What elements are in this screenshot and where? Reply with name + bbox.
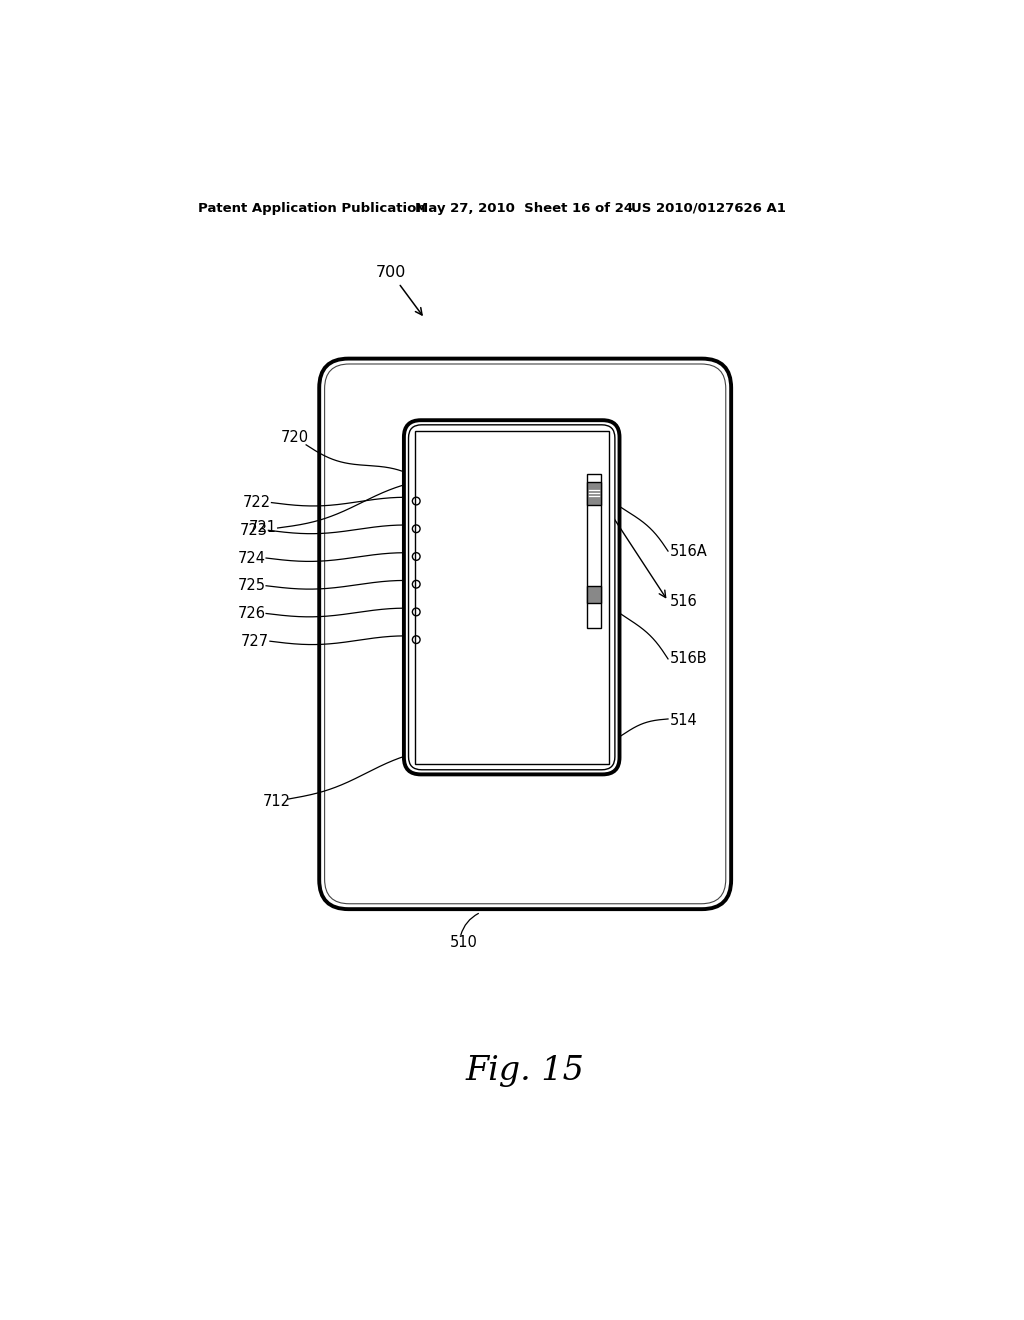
Text: Fig. 15: Fig. 15 <box>465 1055 585 1086</box>
Text: US 2010/0127626 A1: US 2010/0127626 A1 <box>631 202 786 215</box>
Bar <box>587 474 601 628</box>
Text: 514: 514 <box>670 713 697 729</box>
Text: 724: 724 <box>238 550 265 565</box>
Text: 720: 720 <box>281 429 309 445</box>
Text: 723: 723 <box>240 523 267 537</box>
Text: 727: 727 <box>241 634 269 648</box>
Text: 700: 700 <box>376 265 406 280</box>
Text: 510: 510 <box>451 935 478 950</box>
FancyBboxPatch shape <box>409 425 614 770</box>
Bar <box>587 586 601 603</box>
FancyBboxPatch shape <box>319 359 731 909</box>
Text: 516A: 516A <box>670 544 708 558</box>
Text: 516: 516 <box>670 594 697 609</box>
Text: 726: 726 <box>238 606 265 620</box>
Text: Patent Application Publication: Patent Application Publication <box>199 202 426 215</box>
Text: 516B: 516B <box>670 651 708 667</box>
Text: 725: 725 <box>238 578 265 593</box>
Text: 722: 722 <box>243 495 270 510</box>
Text: May 27, 2010  Sheet 16 of 24: May 27, 2010 Sheet 16 of 24 <box>416 202 634 215</box>
Text: 712: 712 <box>263 793 291 809</box>
Text: 721: 721 <box>249 520 276 536</box>
Bar <box>415 430 608 763</box>
Bar <box>587 482 601 506</box>
FancyBboxPatch shape <box>403 420 620 775</box>
